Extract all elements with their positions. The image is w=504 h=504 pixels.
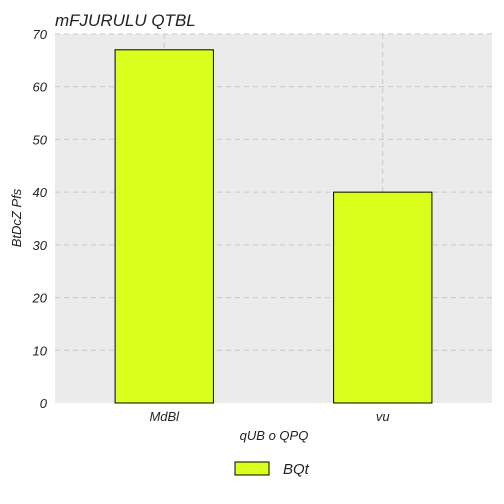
y-tick-label: 0 xyxy=(40,396,48,411)
legend-swatch xyxy=(235,462,269,475)
bar-MdBl xyxy=(115,50,213,403)
y-axis-ticks: 0 10 20 30 40 50 60 70 xyxy=(32,27,48,411)
chart-title: mFJURULU QTBL xyxy=(55,11,196,30)
x-axis-ticks: MdBl vu xyxy=(149,409,389,424)
y-tick-label: 50 xyxy=(33,132,48,147)
y-axis-label: BtDcZ Pfs xyxy=(9,188,24,247)
y-tick-label: 10 xyxy=(33,343,48,358)
y-tick-label: 70 xyxy=(33,27,48,42)
x-axis-label: qUB o QPQ xyxy=(240,428,309,443)
y-tick-label: 20 xyxy=(32,291,48,306)
legend: BQt xyxy=(235,461,310,478)
y-tick-label: 60 xyxy=(33,80,48,95)
legend-label: BQt xyxy=(283,461,310,478)
x-tick-label: vu xyxy=(376,409,390,424)
y-tick-label: 40 xyxy=(33,185,48,200)
x-tick-label: MdBl xyxy=(149,409,180,424)
y-tick-label: 30 xyxy=(33,238,48,253)
bar-vu xyxy=(334,192,432,403)
